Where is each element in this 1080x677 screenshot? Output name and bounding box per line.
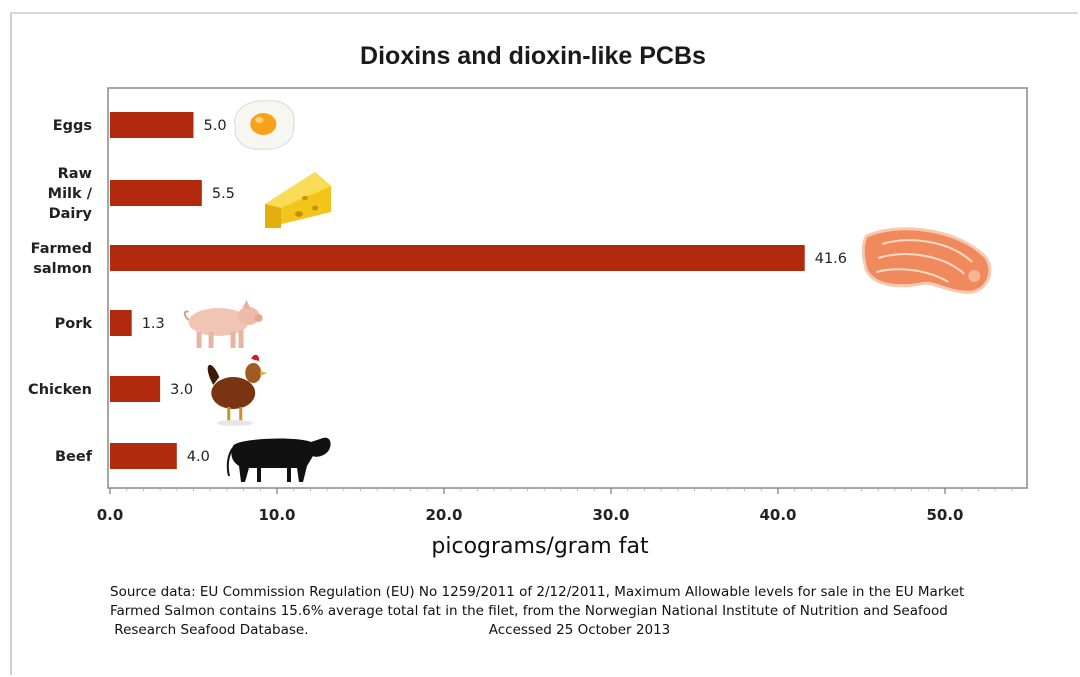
y-tick-label: Eggs <box>53 118 92 134</box>
salmon-steak-icon <box>861 227 992 294</box>
data-label: 5.0 <box>204 118 227 134</box>
cheese-icon <box>265 172 332 228</box>
y-tick-label: salmon <box>33 261 92 277</box>
source-note-line-3: Research Seafood Database. Accessed 25 O… <box>110 622 671 638</box>
bar <box>110 245 805 271</box>
x-tick-label: 20.0 <box>425 506 462 524</box>
bar <box>110 310 132 336</box>
cow-icon <box>226 437 331 482</box>
pig-icon <box>183 300 263 348</box>
chart-title: Dioxins and dioxin-like PCBs <box>360 42 706 70</box>
fried-egg-icon <box>234 100 295 150</box>
y-tick-label: Raw <box>58 166 92 182</box>
plot-area-border <box>107 87 1028 489</box>
y-tick-label: Dairy <box>49 206 93 222</box>
x-tick-label: 10.0 <box>258 506 295 524</box>
x-tick-label: 30.0 <box>592 506 629 524</box>
data-label: 1.3 <box>142 316 165 332</box>
chicken-icon <box>207 354 268 426</box>
bar <box>110 180 202 206</box>
chart-frame <box>10 12 1078 675</box>
y-tick-label: Milk / <box>48 186 93 202</box>
y-tick-label: Beef <box>55 449 93 465</box>
x-tick-label: 40.0 <box>759 506 796 524</box>
bar <box>110 376 161 402</box>
y-tick-label: Pork <box>55 316 93 332</box>
bar <box>110 443 177 469</box>
data-label: 41.6 <box>815 251 847 267</box>
x-tick-label: 0.0 <box>97 506 124 524</box>
data-label: 4.0 <box>187 449 210 465</box>
x-axis-label: picograms/gram fat <box>431 534 649 559</box>
y-tick-label: Farmed <box>31 241 92 257</box>
source-note-line-2: Farmed Salmon contains 15.6% average tot… <box>110 603 948 619</box>
y-tick-label: Chicken <box>28 382 92 398</box>
bar <box>110 112 194 138</box>
source-note-line-1: Source data: EU Commission Regulation (E… <box>110 584 965 600</box>
data-label: 3.0 <box>170 382 193 398</box>
x-tick-label: 50.0 <box>926 506 963 524</box>
data-label: 5.5 <box>212 186 235 202</box>
